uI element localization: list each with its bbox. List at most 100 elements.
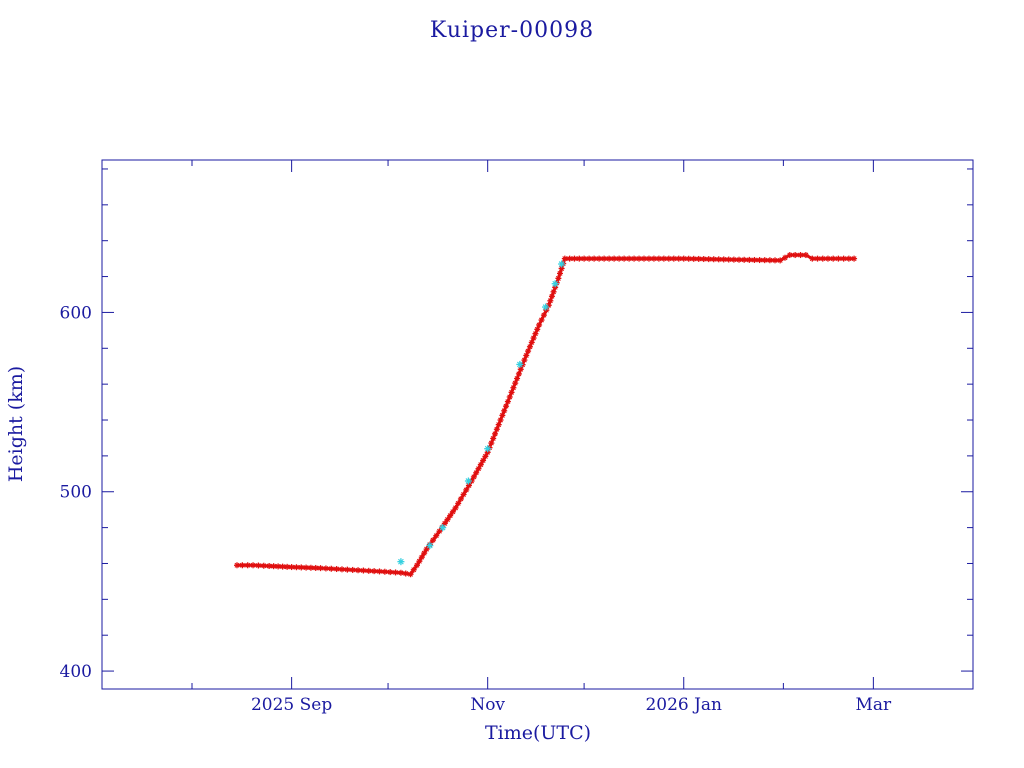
- data-point: [606, 255, 613, 262]
- data-point: [480, 457, 487, 464]
- x-tick-label: Nov: [470, 695, 505, 715]
- data-point: [464, 477, 472, 485]
- data-point: [548, 293, 555, 300]
- data-point: [266, 562, 273, 569]
- data-point: [371, 568, 378, 575]
- data-point: [501, 407, 508, 414]
- data-point: [725, 256, 732, 263]
- data-point: [851, 255, 858, 262]
- data-point: [508, 389, 515, 396]
- data-point: [641, 255, 648, 262]
- data-point: [830, 255, 837, 262]
- y-tick-label: 600: [60, 303, 92, 323]
- data-point: [766, 257, 773, 264]
- data-point: [514, 375, 521, 382]
- data-point: [365, 567, 372, 574]
- data-point: [542, 303, 550, 311]
- data-point: [547, 297, 554, 304]
- data-point: [504, 398, 511, 405]
- series-1: [397, 260, 566, 566]
- axis-ticks: 2025 Sep Nov 2026 Jan Mar 400 500 600: [60, 160, 973, 715]
- data-point: [497, 417, 504, 424]
- data-point: [493, 426, 500, 433]
- data-point: [786, 252, 793, 259]
- data-point: [540, 312, 547, 319]
- data-point: [426, 542, 434, 550]
- data-point: [840, 255, 847, 262]
- data-point: [655, 255, 662, 262]
- data-point: [670, 255, 677, 262]
- data-point: [439, 524, 447, 532]
- data-point: [495, 421, 502, 428]
- data-point: [781, 254, 788, 261]
- data-point: [515, 370, 522, 377]
- data-point: [416, 558, 423, 565]
- data-point: [355, 567, 362, 574]
- data-point: [503, 403, 510, 410]
- x-tick-label: 2025 Sep: [251, 695, 332, 715]
- data-point: [452, 504, 459, 511]
- data-point: [730, 256, 737, 263]
- data-point: [387, 569, 394, 576]
- data-point: [488, 440, 495, 447]
- data-point: [777, 257, 784, 264]
- x-tick-label: Mar: [856, 695, 893, 715]
- data-point: [685, 255, 692, 262]
- data-point: [571, 255, 578, 262]
- data-point: [665, 255, 672, 262]
- data-point: [307, 564, 314, 571]
- y-tick-label: 500: [60, 483, 92, 503]
- data-point: [275, 563, 282, 570]
- data-point: [551, 280, 559, 288]
- data-point: [556, 270, 563, 277]
- data-point: [772, 257, 779, 264]
- data-point: [457, 495, 464, 502]
- data-point: [591, 255, 598, 262]
- data-point: [328, 565, 335, 572]
- data-point: [558, 260, 566, 268]
- data-point: [317, 565, 324, 572]
- data-point: [413, 562, 420, 569]
- data-point: [741, 256, 748, 263]
- data-point: [814, 255, 821, 262]
- series-layer: [233, 252, 858, 578]
- data-point: [516, 360, 524, 368]
- data-point: [397, 569, 404, 576]
- data-point: [349, 566, 356, 573]
- data-point: [650, 255, 657, 262]
- x-axis-label: Time(UTC): [485, 722, 591, 744]
- data-point: [756, 257, 763, 264]
- data-point: [344, 566, 351, 573]
- data-point: [430, 537, 437, 544]
- data-point: [536, 321, 543, 328]
- data-point: [521, 357, 528, 364]
- data-point: [499, 412, 506, 419]
- data-point: [381, 568, 388, 575]
- data-point: [233, 562, 240, 569]
- data-point: [492, 430, 499, 437]
- series-0: [233, 252, 858, 578]
- x-tick-label: 2026 Jan: [645, 695, 722, 715]
- plot-frame: [101, 159, 974, 690]
- data-point: [538, 317, 545, 324]
- data-point: [761, 257, 768, 264]
- data-point: [449, 508, 456, 515]
- data-point: [470, 473, 477, 480]
- data-point: [792, 252, 799, 259]
- data-point: [715, 256, 722, 263]
- data-point: [475, 465, 482, 472]
- data-point: [736, 256, 743, 263]
- data-point: [338, 566, 345, 573]
- data-point: [835, 255, 842, 262]
- data-point: [512, 380, 519, 387]
- data-point: [845, 255, 852, 262]
- data-point: [490, 435, 497, 442]
- data-point: [510, 384, 517, 391]
- data-point: [407, 571, 414, 578]
- data-point: [746, 256, 753, 263]
- data-point: [751, 256, 758, 263]
- data-point: [809, 255, 816, 262]
- data-point: [552, 284, 559, 291]
- data-point: [561, 255, 568, 262]
- data-point: [690, 255, 697, 262]
